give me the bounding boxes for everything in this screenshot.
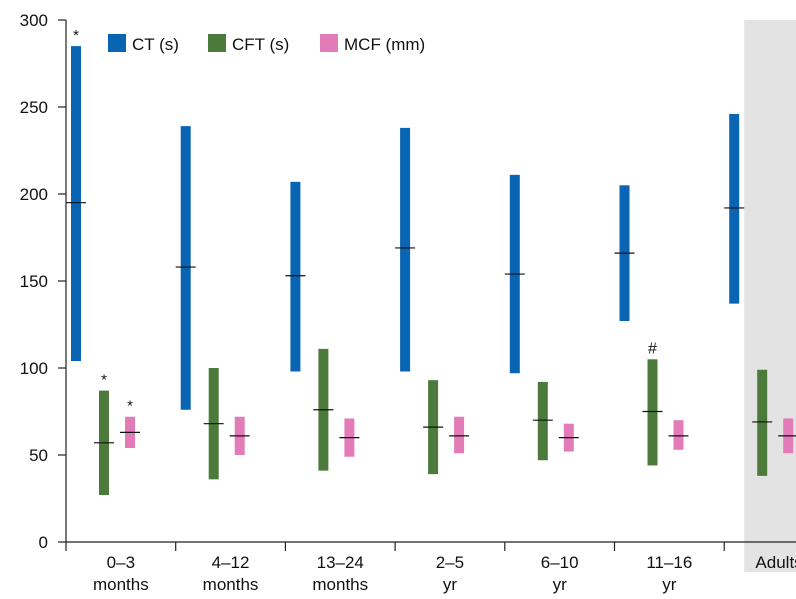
y-tick-label: 150 xyxy=(20,272,48,291)
x-category-label: 0–3 xyxy=(107,553,135,572)
axis-layer: 0 50 100 150 200 250 300 0–3 months 4–12 months 13–… xyxy=(20,11,796,594)
mcf-range-bar xyxy=(673,420,684,450)
cft-range-bar xyxy=(647,359,658,466)
cft-range-bar xyxy=(757,369,768,476)
legend-swatch-ct xyxy=(108,34,126,52)
legend: CT (s) CFT (s) MCF (mm) xyxy=(108,34,425,54)
legend-label-cft: CFT (s) xyxy=(232,35,289,54)
shaded-region-layer xyxy=(744,20,796,572)
ct-range-bar xyxy=(400,127,411,372)
y-tick-label: 250 xyxy=(20,98,48,117)
x-category-label: months xyxy=(312,575,368,594)
cft-range-bar xyxy=(537,381,548,461)
significance-marker: * xyxy=(73,27,79,44)
legend-swatch-mcf xyxy=(320,34,338,52)
y-tick-label: 0 xyxy=(39,533,48,552)
x-category-label: 4–12 xyxy=(212,553,250,572)
y-tick-label: 100 xyxy=(20,359,48,378)
y-tick-label: 300 xyxy=(20,11,48,30)
shaded-region xyxy=(744,20,796,572)
x-category-label: Adults xyxy=(755,553,796,572)
significance-marker: # xyxy=(648,340,657,357)
x-category-label: yr xyxy=(553,575,568,594)
x-category-label: 13–24 xyxy=(317,553,364,572)
legend-label-ct: CT (s) xyxy=(132,35,179,54)
x-category-label: yr xyxy=(662,575,677,594)
significance-marker: * xyxy=(101,372,107,389)
x-category-label: months xyxy=(203,575,259,594)
x-category-label: 2–5 xyxy=(436,553,464,572)
x-category-label: yr xyxy=(443,575,458,594)
bar-layer: * * * # xyxy=(66,27,796,496)
x-category-label: months xyxy=(93,575,149,594)
legend-swatch-cft xyxy=(208,34,226,52)
ct-range-bar xyxy=(729,113,740,304)
ct-range-bar xyxy=(71,46,81,362)
ct-range-bar xyxy=(290,181,301,372)
y-tick-label: 200 xyxy=(20,185,48,204)
x-category-label: 11–16 xyxy=(646,553,692,572)
y-tick-label: 50 xyxy=(29,446,48,465)
x-category-label: 6–10 xyxy=(541,553,579,572)
significance-marker: * xyxy=(127,398,133,415)
mcf-range-bar xyxy=(454,416,465,454)
legend-label-mcf: MCF (mm) xyxy=(344,35,425,54)
ct-range-bar xyxy=(180,126,191,410)
